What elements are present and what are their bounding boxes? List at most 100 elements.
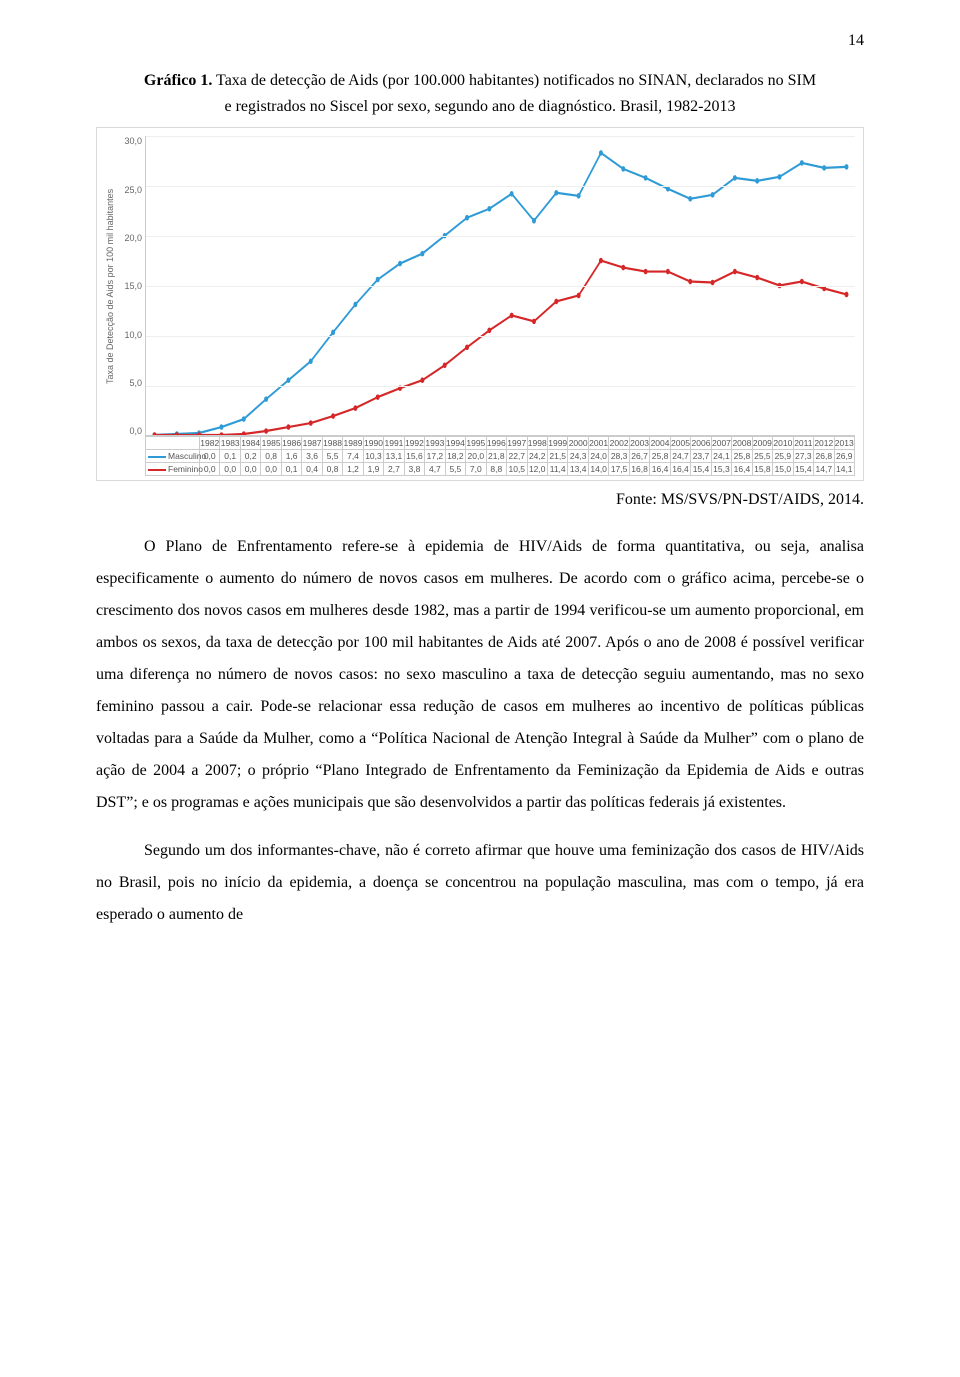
year-header: 1983 [220, 437, 240, 450]
series-marker [755, 178, 759, 184]
table-corner-cell [146, 437, 200, 450]
series-marker [376, 395, 380, 401]
data-cell: 16,4 [670, 463, 690, 476]
data-cell: 15,3 [711, 463, 731, 476]
y-axis-title: Taxa de Detecção de Aids por 100 mil hab… [105, 136, 121, 436]
data-cell: 14,7 [814, 463, 834, 476]
page-number: 14 [848, 32, 864, 50]
year-header: 2007 [711, 437, 731, 450]
series-marker [242, 431, 246, 435]
series-marker [599, 258, 603, 264]
data-cell: 17,2 [425, 450, 445, 463]
data-cell: 21,8 [486, 450, 506, 463]
series-marker [443, 363, 447, 369]
series-marker [420, 378, 424, 384]
series-marker [309, 420, 313, 426]
series-marker [153, 432, 157, 435]
series-marker [286, 378, 290, 384]
data-cell: 0,8 [322, 463, 342, 476]
data-cell: 26,8 [814, 450, 834, 463]
year-header: 2000 [568, 437, 588, 450]
data-cell: 7,4 [343, 450, 363, 463]
series-name: Masculino [168, 451, 206, 461]
gridline [146, 286, 855, 287]
data-cell: 15,8 [752, 463, 772, 476]
year-header: 2005 [670, 437, 690, 450]
year-header: 1997 [507, 437, 527, 450]
data-cell: 24,2 [527, 450, 547, 463]
data-cell: 3,8 [404, 463, 424, 476]
series-label-cell: Masculino [146, 450, 200, 463]
year-header: 1982 [200, 437, 220, 450]
data-cell: 27,3 [793, 450, 813, 463]
data-cell: 0,0 [220, 463, 240, 476]
series-marker [621, 166, 625, 172]
data-cell: 25,5 [752, 450, 772, 463]
data-cell: 18,2 [445, 450, 465, 463]
data-cell: 25,8 [650, 450, 670, 463]
year-header: 1991 [384, 437, 404, 450]
gridline [146, 386, 855, 387]
year-header: 2012 [814, 437, 834, 450]
data-cell: 17,5 [609, 463, 629, 476]
y-tick-label: 5,0 [129, 378, 142, 388]
series-marker [264, 428, 268, 434]
series-marker [487, 328, 491, 334]
gridline [146, 236, 855, 237]
year-header: 2001 [588, 437, 608, 450]
y-tick-label: 15,0 [124, 281, 142, 291]
year-header: 1999 [547, 437, 567, 450]
series-marker [644, 175, 648, 181]
data-cell: 25,8 [732, 450, 752, 463]
year-header: 1998 [527, 437, 547, 450]
series-marker [376, 277, 380, 283]
y-tick-label: 25,0 [124, 185, 142, 195]
series-marker [644, 269, 648, 275]
chart-data-table: 1982198319841985198619871988198919901991… [145, 436, 855, 476]
body-paragraph: Segundo um dos informantes-chave, não é … [96, 835, 864, 931]
data-cell: 24,0 [588, 450, 608, 463]
data-cell: 24,7 [670, 450, 690, 463]
y-tick-label: 30,0 [124, 136, 142, 146]
series-marker [778, 174, 782, 180]
data-cell: 0,4 [302, 463, 322, 476]
series-marker [465, 215, 469, 221]
year-header: 1987 [302, 437, 322, 450]
data-cell: 15,4 [793, 463, 813, 476]
data-cell: 22,7 [507, 450, 527, 463]
year-header: 1994 [445, 437, 465, 450]
series-label-cell: Feminino [146, 463, 200, 476]
chart-container: Taxa de Detecção de Aids por 100 mil hab… [96, 127, 864, 481]
year-header: 1996 [486, 437, 506, 450]
data-cell: 10,3 [363, 450, 383, 463]
series-marker [353, 405, 357, 411]
year-header: 1992 [404, 437, 424, 450]
data-cell: 13,4 [568, 463, 588, 476]
data-cell: 14,0 [588, 463, 608, 476]
chart-source: Fonte: MS/SVS/PN-DST/AIDS, 2014. [96, 491, 864, 509]
series-marker [688, 279, 692, 285]
series-marker [711, 192, 715, 198]
legend-swatch [148, 456, 166, 458]
table-row: Masculino0,00,10,20,81,63,65,57,410,313,… [146, 450, 855, 463]
y-axis-ticks: 30,025,020,015,010,05,00,0 [121, 136, 145, 436]
gridline [146, 336, 855, 337]
year-header: 2013 [834, 437, 854, 450]
table-header-row: 1982198319841985198619871988198919901991… [146, 437, 855, 450]
year-header: 2003 [629, 437, 649, 450]
series-marker [510, 191, 514, 197]
year-header: 2004 [650, 437, 670, 450]
series-line-masculino [155, 153, 847, 435]
data-cell: 16,4 [650, 463, 670, 476]
series-marker [487, 206, 491, 212]
data-cell: 25,9 [773, 450, 793, 463]
year-header: 2009 [752, 437, 772, 450]
series-marker [219, 424, 223, 430]
data-cell: 7,0 [466, 463, 486, 476]
series-marker [599, 150, 603, 156]
data-cell: 24,1 [711, 450, 731, 463]
data-cell: 20,0 [466, 450, 486, 463]
table-row: Feminino0,00,00,00,00,10,40,81,21,92,73,… [146, 463, 855, 476]
data-cell: 0,1 [220, 450, 240, 463]
data-cell: 12,0 [527, 463, 547, 476]
